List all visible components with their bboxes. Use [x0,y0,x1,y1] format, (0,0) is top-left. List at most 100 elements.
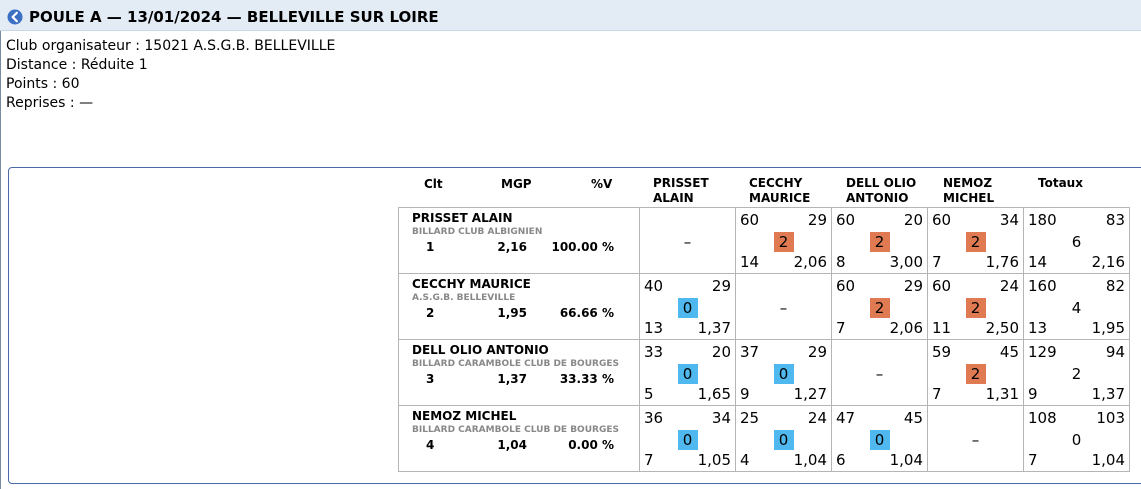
match-points: 40 [644,277,664,295]
match-score-badge: 0 [677,364,698,384]
total-points: 108 [1028,409,1057,427]
totals-cell: 160 82 4 13 1,95 [1023,273,1130,340]
opponent-points: 29 [903,277,923,295]
match-cell: 59 45 2 7 1,31 [927,339,1024,406]
table-row: NEMOZ MICHEL BILLARD CARAMBOLE CLUB DE BO… [398,405,1130,472]
total-average: 1,04 [1091,451,1125,469]
match-cell: 60 20 2 8 3,00 [831,207,928,274]
match-cell: 60 34 2 7 1,76 [927,207,1024,274]
table-row: CECCHY MAURICE A.S.G.B. BELLEVILLE 2 1,95 66… [398,273,1130,340]
player-win-pct: 100.00 % [551,240,614,254]
match-points: 60 [740,211,760,229]
match-average: 1,37 [697,319,731,337]
match-cell: 60 24 2 11 2,50 [927,273,1024,340]
total-points: 129 [1028,343,1057,361]
match-reprises: 9 [740,385,750,403]
match-points: 37 [740,343,760,361]
player-win-pct: 33.33 % [559,372,614,386]
reprises: Reprises : — [6,95,94,111]
empty-match-dash: – [971,431,980,449]
match-score-badge: 2 [965,232,986,252]
match-cell: – [735,273,832,340]
player-club: A.S.G.B. BELLEVILLE [412,293,516,303]
match-cell: 60 29 2 14 2,06 [735,207,832,274]
match-average: 1,04 [793,451,827,469]
player-win-pct: 0.00 % [568,438,614,452]
player-cell: DELL OLIO ANTONIO BILLARD CARAMBOLE CLUB … [398,339,640,406]
table-row: DELL OLIO ANTONIO BILLARD CARAMBOLE CLUB … [398,339,1130,406]
match-cell: 37 29 0 9 1,27 [735,339,832,406]
match-points: 47 [836,409,856,427]
player-cell: NEMOZ MICHEL BILLARD CARAMBOLE CLUB DE BO… [398,405,640,472]
match-score-badge: 2 [965,364,986,384]
player-cell: CECCHY MAURICE A.S.G.B. BELLEVILLE 2 1,95 66… [398,273,640,340]
results-table: PRISSET ALAIN BILLARD CLUB ALBIGNIEN 1 2,16… [398,207,1130,472]
opponent-points: 29 [807,343,827,361]
match-points: 60 [932,277,952,295]
match-reprises: 7 [932,385,942,403]
match-reprises: 7 [932,253,942,271]
match-score-badge: 0 [677,430,698,450]
match-score-badge: 0 [773,430,794,450]
total-average: 1,95 [1091,319,1125,337]
match-cell: – [831,339,928,406]
player-win-pct: 66.66 % [559,306,614,320]
player-cell: PRISSET ALAIN BILLARD CLUB ALBIGNIEN 1 2,16… [398,207,640,274]
match-reprises: 4 [740,451,750,469]
header-player-4: NEMOZ MICHEL [943,176,995,205]
frame-border [0,31,1,489]
total-opponent-points: 103 [1096,409,1125,427]
table-row: PRISSET ALAIN BILLARD CLUB ALBIGNIEN 1 2,16… [398,207,1130,274]
header-player-2: CECCHY MAURICE [749,176,811,205]
match-cell: – [639,207,736,274]
opponent-points: 45 [903,409,923,427]
player-club: BILLARD CARAMBOLE CLUB DE BOURGES [412,425,619,435]
player-mgp: 2,16 [497,240,527,254]
opponent-points: 45 [999,343,1019,361]
match-average: 1,31 [985,385,1019,403]
distance: Distance : Réduite 1 [6,57,148,73]
total-match-points: 6 [1071,233,1082,251]
total-reprises: 9 [1028,385,1038,403]
totals-cell: 180 83 6 14 2,16 [1023,207,1130,274]
total-opponent-points: 82 [1105,277,1125,295]
match-reprises: 8 [836,253,846,271]
match-points: 60 [932,211,952,229]
match-score-badge: 2 [869,232,890,252]
opponent-points: 20 [903,211,923,229]
player-club: BILLARD CLUB ALBIGNIEN [412,227,543,237]
match-cell: – [927,405,1024,472]
match-points: 60 [836,277,856,295]
match-average: 2,50 [985,319,1019,337]
back-arrow-icon[interactable] [7,9,23,25]
match-points: 33 [644,343,664,361]
match-score-badge: 2 [869,298,890,318]
header-clt: Clt [424,177,443,191]
player-mgp: 1,37 [497,372,527,386]
player-name: DELL OLIO ANTONIO [412,343,549,357]
match-average: 1,05 [697,451,731,469]
total-match-points: 0 [1071,431,1082,449]
player-name: NEMOZ MICHEL [412,409,517,423]
player-rank: 1 [426,240,435,254]
match-score-badge: 0 [773,364,794,384]
match-average: 2,06 [793,253,827,271]
header-player-3: DELL OLIO ANTONIO [846,176,917,205]
total-points: 180 [1028,211,1057,229]
total-opponent-points: 83 [1105,211,1125,229]
match-cell: 40 29 0 13 1,37 [639,273,736,340]
opponent-points: 29 [807,211,827,229]
header-player-1: PRISSET ALAIN [653,176,709,205]
match-average: 1,65 [697,385,731,403]
total-reprises: 13 [1028,319,1048,337]
empty-match-dash: – [779,299,788,317]
match-cell: 60 29 2 7 2,06 [831,273,928,340]
match-reprises: 11 [932,319,952,337]
player-mgp: 1,04 [497,438,527,452]
player-rank: 3 [426,372,435,386]
header-mgp: MGP [501,177,532,191]
player-rank: 2 [426,306,435,320]
totals-cell: 129 94 2 9 1,37 [1023,339,1130,406]
match-reprises: 7 [644,451,654,469]
match-reprises: 14 [740,253,760,271]
